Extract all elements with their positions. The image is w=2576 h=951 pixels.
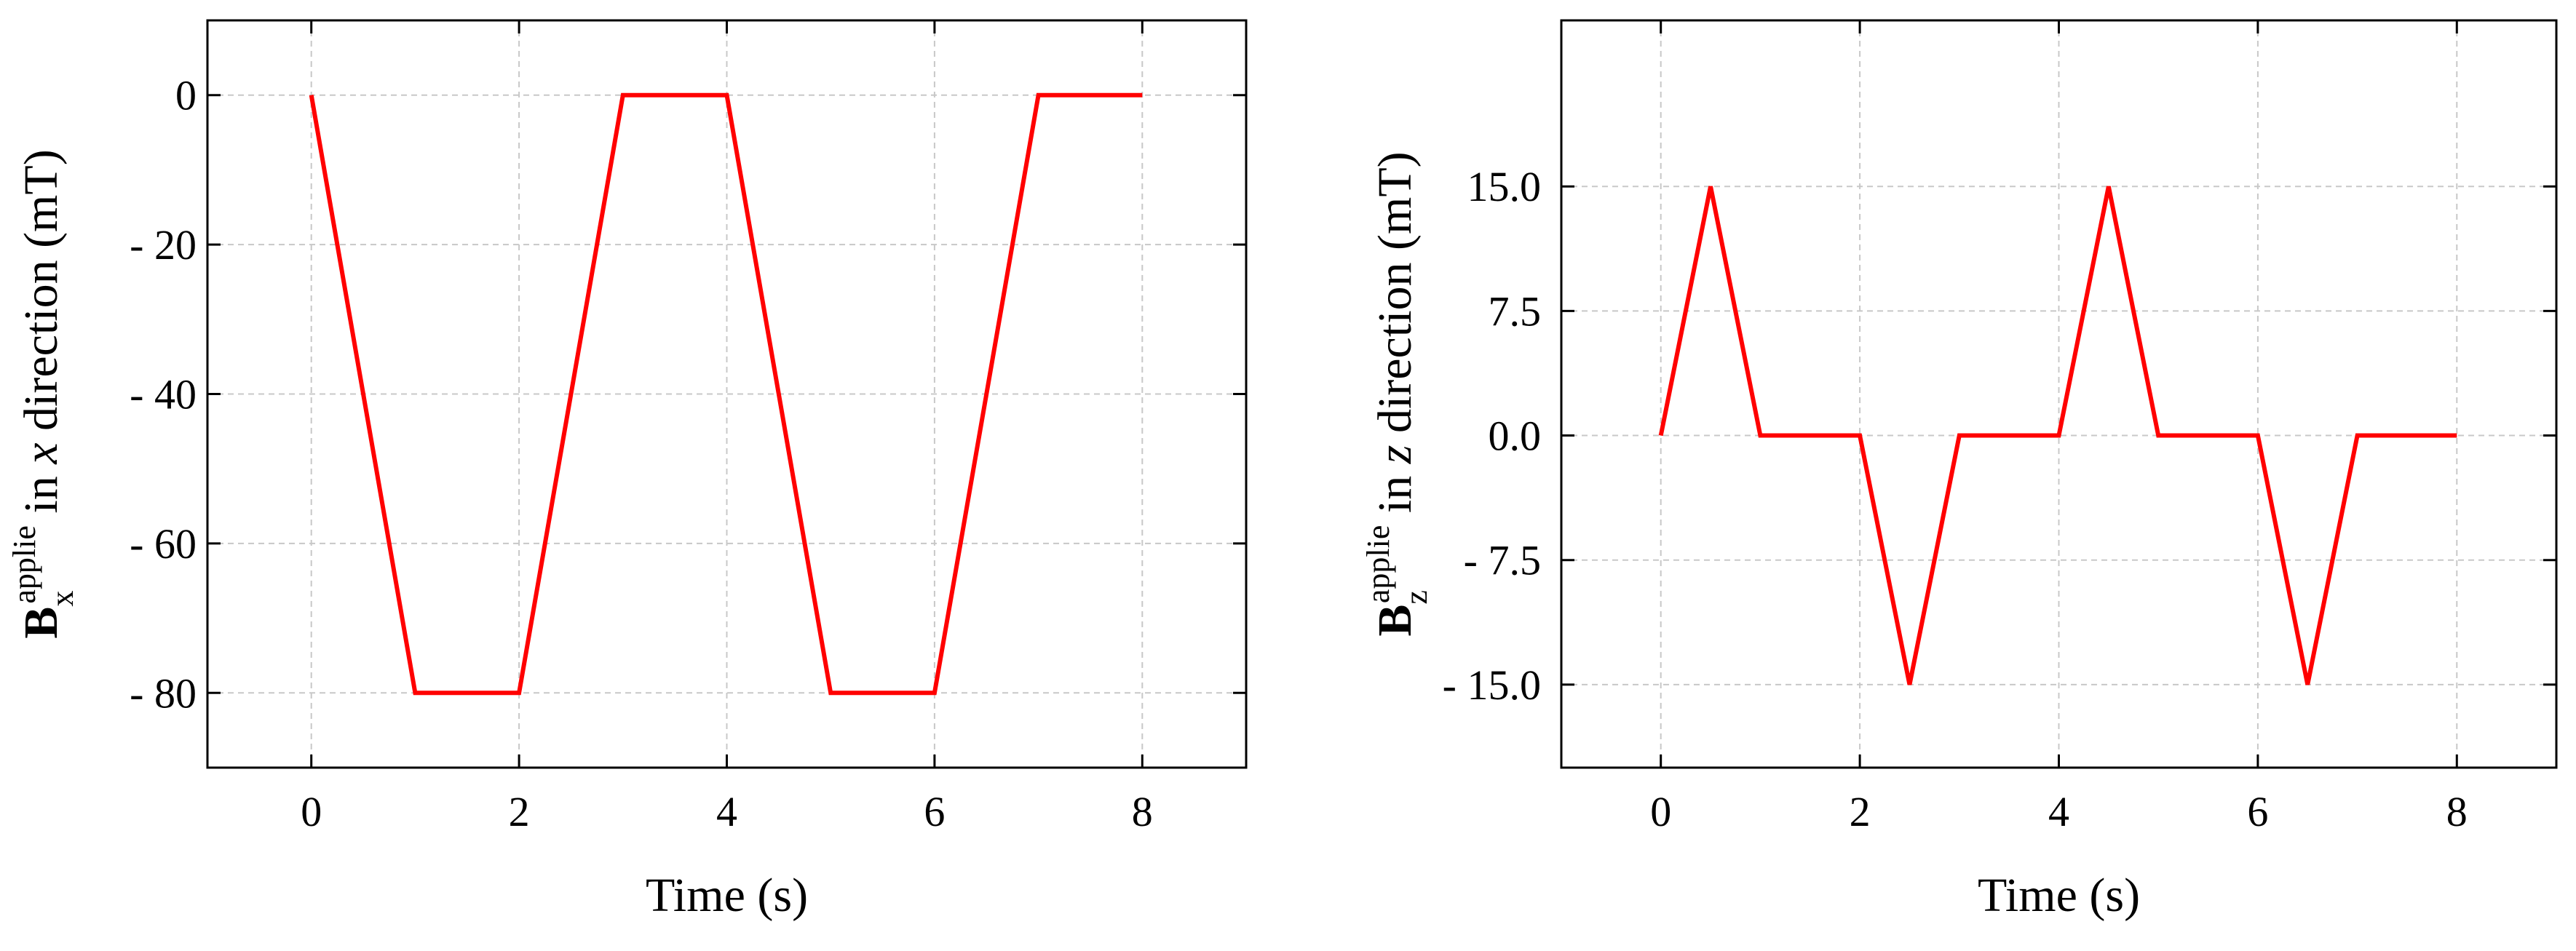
x-axis-title: Time (s) (646, 869, 808, 922)
y-tick-label: - 60 (130, 520, 197, 568)
y-axis-title-prefix: in (15, 464, 68, 525)
x-axis-title: Time (s) (1978, 869, 2140, 922)
y-tick-label: 0.0 (1489, 413, 1542, 460)
y-axis-title-superscript: applie (7, 525, 42, 604)
x-tick-label: 8 (2446, 788, 2468, 835)
y-tick-label: - 7.5 (1464, 537, 1541, 584)
x-tick-label: 0 (301, 788, 322, 835)
x-tick-label: 0 (1650, 788, 1671, 835)
x-tick-label: 6 (924, 788, 945, 835)
y-axis-title-symbol: B (15, 607, 68, 639)
y-axis-title-subscript: x (44, 591, 80, 607)
y-axis-title-symbol: B (1368, 605, 1422, 637)
y-tick-label: 15.0 (1467, 163, 1542, 210)
y-axis-title-superscript: applie (1360, 525, 1396, 604)
y-tick-label: - 15.0 (1443, 661, 1541, 709)
y-axis-title: Bxapplie in x direction (mT) (7, 149, 80, 638)
y-tick-label: 0 (175, 72, 197, 119)
x-tick-label: 4 (2048, 788, 2069, 835)
y-tick-label: - 20 (130, 221, 197, 268)
y-tick-label: 7.5 (1489, 287, 1542, 335)
x-tick-label: 4 (716, 788, 737, 835)
y-axis-title-prefix: in (1368, 463, 1422, 525)
y-axis-title: Bzapplie in z direction (mT) (1360, 151, 1434, 636)
series-line (1658, 186, 2457, 685)
y-axis-title-variable: x (15, 443, 68, 465)
y-axis-title-subscript: z (1398, 590, 1434, 605)
y-axis-title-variable: z (1368, 445, 1422, 465)
series-line (309, 92, 1143, 696)
y-axis-title-suffix: direction (mT) (15, 149, 68, 442)
x-tick-label: 2 (1850, 788, 1871, 835)
x-tick-label: 6 (2247, 788, 2268, 835)
x-tick-label: 2 (509, 788, 530, 835)
y-tick-label: - 80 (130, 669, 197, 717)
y-tick-label: - 40 (130, 371, 197, 418)
y-axis-title-suffix: direction (mT) (1368, 151, 1422, 445)
x-tick-label: 8 (1132, 788, 1153, 835)
